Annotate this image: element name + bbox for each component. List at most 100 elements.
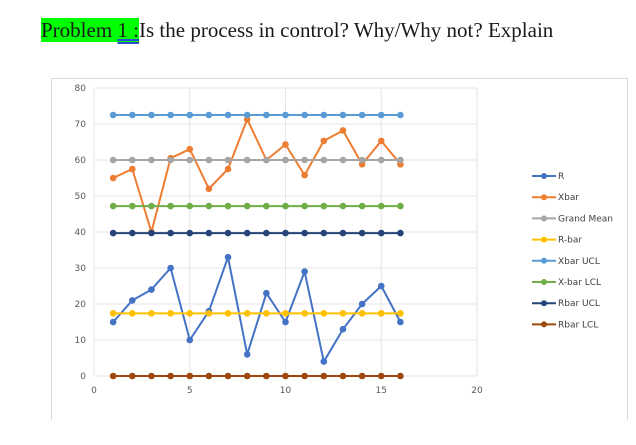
data-point <box>358 310 366 317</box>
data-point <box>358 156 366 164</box>
data-point <box>282 156 289 164</box>
data-point <box>320 358 328 365</box>
data-point <box>301 229 308 237</box>
data-point <box>243 202 251 210</box>
data-point <box>109 202 117 210</box>
data-point <box>377 202 385 210</box>
data-point <box>301 202 308 210</box>
data-point <box>358 202 366 210</box>
data-point <box>339 372 347 380</box>
data-point <box>377 229 385 237</box>
data-point <box>243 111 251 119</box>
data-point <box>282 202 289 210</box>
data-point <box>282 141 289 148</box>
problem-prefix: Problem <box>41 18 118 42</box>
data-point <box>186 202 194 210</box>
data-point <box>397 318 404 326</box>
x-tick-label: 5 <box>187 386 193 396</box>
data-point <box>263 289 270 297</box>
data-point <box>205 229 213 237</box>
data-point <box>167 156 174 164</box>
data-point <box>320 372 328 380</box>
problem-heading: Problem 1 :Is the process in control? Wh… <box>41 17 553 43</box>
data-point <box>320 310 328 317</box>
data-point <box>224 310 232 317</box>
data-point <box>301 372 308 380</box>
data-point <box>224 111 232 119</box>
legend-label: R-bar <box>558 236 582 246</box>
y-tick-label: 30 <box>75 264 87 274</box>
data-point <box>148 202 155 210</box>
data-point <box>224 253 232 261</box>
data-point <box>224 156 232 164</box>
series-r <box>109 253 404 365</box>
data-point <box>148 229 155 237</box>
problem-number: 1 : <box>117 18 140 42</box>
data-point <box>263 156 270 164</box>
data-point <box>320 229 328 237</box>
series-xbar-ucl <box>109 111 404 119</box>
chart-legend: R Xbar Grand Mean R-bar Xbar UCL X-bar LCL Rba… <box>532 172 613 330</box>
data-point <box>129 156 136 164</box>
data-point <box>339 229 347 237</box>
x-axis-ticks: 0 5 10 15 20 <box>91 386 483 396</box>
data-point <box>320 156 328 164</box>
legend-item: R <box>532 172 564 182</box>
data-point <box>129 372 136 380</box>
data-point <box>224 202 232 210</box>
series-xbar <box>109 116 404 236</box>
x-tick-label: 20 <box>471 386 483 396</box>
data-point <box>109 229 117 237</box>
data-point <box>205 185 213 193</box>
data-point <box>397 156 404 164</box>
data-point <box>358 372 366 380</box>
data-point <box>282 310 289 317</box>
data-point <box>243 310 251 317</box>
data-point <box>282 111 289 119</box>
data-point <box>167 111 174 119</box>
data-point <box>148 111 155 119</box>
data-point <box>282 372 289 380</box>
data-point <box>205 111 213 119</box>
data-point <box>109 111 117 119</box>
x-tick-label: 10 <box>280 386 292 396</box>
data-point <box>397 202 404 210</box>
chart-gridlines <box>93 87 478 377</box>
series-rbar-ucl <box>109 229 404 237</box>
legend-item: R-bar <box>532 236 582 246</box>
data-point <box>339 127 347 134</box>
series-grand-mean <box>109 156 404 164</box>
legend-marker-icon <box>541 236 547 243</box>
legend-label: X-bar LCL <box>558 278 601 288</box>
chart-series <box>109 111 404 380</box>
data-point <box>263 229 270 237</box>
data-point <box>186 372 194 380</box>
y-tick-label: 0 <box>80 372 86 382</box>
data-point <box>377 156 385 164</box>
data-point <box>397 310 404 317</box>
data-point <box>397 372 404 380</box>
data-point <box>129 310 136 317</box>
data-point <box>186 336 194 344</box>
data-point <box>167 310 174 317</box>
data-point <box>129 111 136 119</box>
y-tick-label: 50 <box>75 192 87 202</box>
data-point <box>129 202 136 210</box>
problem-question: Is the process in control? Why/Why not? … <box>139 18 554 42</box>
data-point <box>301 171 308 179</box>
data-point <box>301 268 308 275</box>
data-point <box>377 310 385 317</box>
data-point <box>205 310 213 317</box>
data-point <box>320 202 328 210</box>
data-point <box>148 310 155 317</box>
data-point <box>282 318 289 326</box>
data-point <box>397 111 404 119</box>
data-point <box>129 229 136 237</box>
chart-frame <box>51 78 628 420</box>
data-point <box>397 229 404 237</box>
data-point <box>129 165 136 173</box>
data-point <box>263 372 270 380</box>
x-tick-label: 15 <box>376 386 387 396</box>
y-tick-label: 20 <box>75 300 87 310</box>
